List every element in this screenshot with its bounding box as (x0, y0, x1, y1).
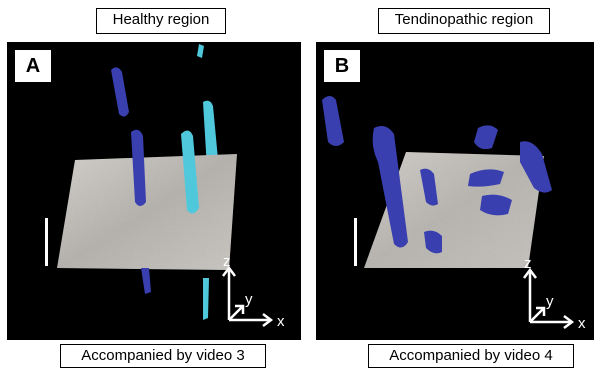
axis-z-label: z (524, 255, 532, 272)
panel-a-image: z y x A (7, 42, 301, 340)
fiber-dark-lower (141, 268, 151, 294)
video-3-caption: Accompanied by video 3 (60, 344, 266, 368)
fiber-dark-center (131, 129, 146, 206)
panel-b-image: z y x B (316, 42, 594, 340)
panel-b-render: z y x (322, 96, 586, 332)
fiber-light-top (197, 44, 204, 58)
fiber-center-small (420, 168, 438, 206)
axis-z-label: z (223, 253, 231, 270)
fiber-top-right (474, 125, 498, 150)
healthy-region-header: Healthy region (96, 8, 226, 34)
fiber-right-edge (520, 141, 552, 193)
scale-bar (354, 218, 357, 266)
scale-bar (45, 218, 48, 266)
fiber-right-mid (480, 194, 512, 216)
fiber-light-center (181, 130, 199, 214)
panel-a-label: A (15, 50, 51, 82)
video-4-caption: Accompanied by video 4 (368, 344, 574, 368)
fiber-center-long (372, 126, 408, 248)
axis-gizmo (523, 267, 575, 329)
axis-x-label: x (277, 313, 285, 330)
axis-gizmo (222, 265, 274, 327)
fiber-bottom (424, 230, 442, 254)
fiber-light-right (203, 100, 219, 173)
fiber-right-upper (468, 169, 504, 187)
axis-y-label: y (546, 293, 554, 310)
panel-a-render: z y x (45, 44, 285, 330)
axis-x-label: x (578, 315, 586, 332)
fiber-left (322, 96, 344, 146)
panel-b-label: B (324, 50, 360, 82)
axis-y-label: y (245, 291, 253, 308)
tendinopathic-region-header: Tendinopathic region (378, 8, 550, 34)
fiber-light-lower (203, 278, 209, 320)
fiber-dark-top (111, 67, 129, 117)
